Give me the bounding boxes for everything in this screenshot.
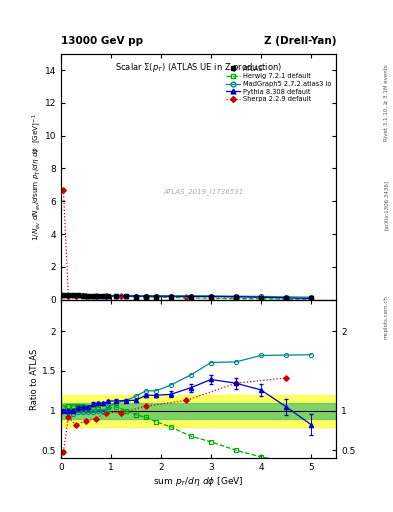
Text: Scalar $\Sigma(p_{T})$ (ATLAS UE in Z production): Scalar $\Sigma(p_{T})$ (ATLAS UE in Z pr… [115, 61, 282, 74]
Y-axis label: Ratio to ATLAS: Ratio to ATLAS [30, 348, 39, 410]
Text: mcplots.cern.ch: mcplots.cern.ch [384, 295, 388, 339]
Text: 13000 GeV pp: 13000 GeV pp [61, 35, 143, 46]
Y-axis label: $1/N_{ev}$ $dN_{ev}/d$sum $p_{T}/d\eta$ $d\phi$  $[\rm{GeV}]^{-1}$: $1/N_{ev}$ $dN_{ev}/d$sum $p_{T}/d\eta$ … [30, 113, 43, 241]
Text: ATLAS_2019_I1736531: ATLAS_2019_I1736531 [164, 188, 244, 195]
Text: Z (Drell-Yan): Z (Drell-Yan) [264, 35, 336, 46]
Text: Rivet 3.1.10, ≥ 3.1M events: Rivet 3.1.10, ≥ 3.1M events [384, 64, 388, 141]
Text: [arXiv:1306.3436]: [arXiv:1306.3436] [384, 180, 388, 230]
X-axis label: sum $p_{T}/d\eta$ $d\phi$ [GeV]: sum $p_{T}/d\eta$ $d\phi$ [GeV] [153, 475, 244, 488]
Legend: ATLAS, Herwig 7.2.1 default, MadGraph5 2.7.2.atlas3 lo, Pythia 8.308 default, Sh: ATLAS, Herwig 7.2.1 default, MadGraph5 2… [224, 65, 333, 104]
